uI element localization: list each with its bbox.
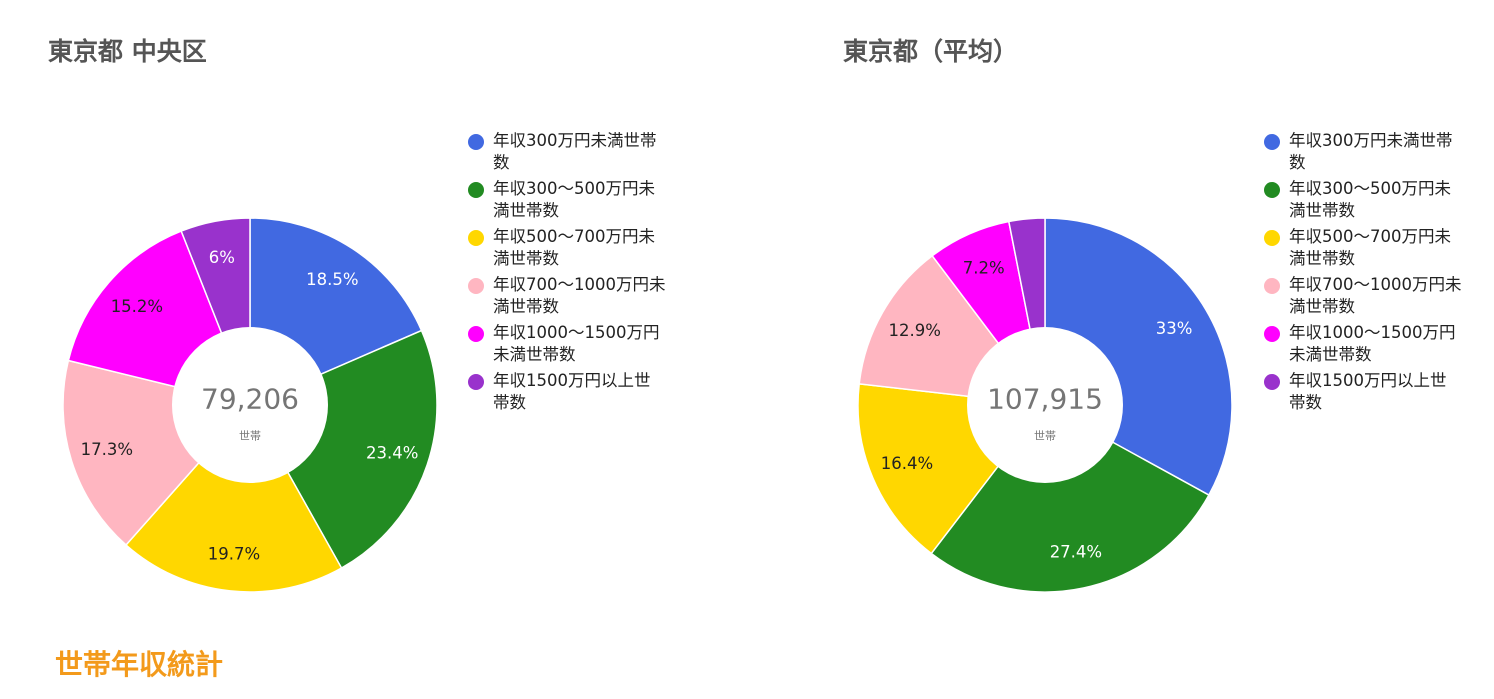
center-unit: 世帯 xyxy=(239,430,261,443)
legend-label: 年収300万円未満世帯 xyxy=(493,131,657,150)
slice-label-3: 16.4% xyxy=(881,454,933,473)
slice-label-4: 17.3% xyxy=(81,440,133,459)
legend-chuo: 年収300万円未満世帯数年収300～500万円未 満世帯数 年収500～700万円未… xyxy=(468,130,693,418)
donut-chart-tokyo-average: 33% 27.4% 16.4% 12.9% 7.2% 107,915 世帯 xyxy=(857,217,1233,593)
legend-swatch xyxy=(468,326,484,342)
chart-title-tokyo-average: 東京都（平均） xyxy=(843,37,1019,66)
legend-label-continued: 未満世帯数 xyxy=(1289,345,1372,364)
legend-item: 年収300万円未満世帯数 xyxy=(1264,130,1489,174)
legend-item: 年収300～500万円未 満世帯数 xyxy=(468,178,693,222)
slice-label-1: 33% xyxy=(1156,319,1193,338)
legend-swatch xyxy=(1264,182,1280,198)
legend-label-continued: 満世帯数 xyxy=(493,201,559,220)
legend-swatch xyxy=(1264,230,1280,246)
legend-swatch xyxy=(468,374,484,390)
legend-item: 年収700～1000万円未 満世帯数 xyxy=(468,274,693,318)
legend-swatch xyxy=(1264,374,1280,390)
legend-label: 年収300万円未満世帯 xyxy=(1289,131,1453,150)
legend-label: 年収1000～1500万円 xyxy=(1289,323,1456,342)
legend-tokyo-average: 年収300万円未満世帯数年収300～500万円未 満世帯数 年収500～700万円未… xyxy=(1264,130,1489,418)
slice-label-2: 23.4% xyxy=(366,443,418,462)
legend-item: 年収1000～1500万円 未満世帯数 xyxy=(1264,322,1489,366)
legend-swatch xyxy=(1264,134,1280,150)
legend-label: 年収1500万円以上世 xyxy=(1289,371,1447,390)
legend-label: 年収500～700万円未 xyxy=(493,227,655,246)
chart-title-chuo: 東京都 中央区 xyxy=(48,37,207,66)
legend-label-continued: 満世帯数 xyxy=(1289,297,1355,316)
legend-label: 年収300～500万円未 xyxy=(493,179,655,198)
legend-item: 年収1500万円以上世 帯数 xyxy=(468,370,693,414)
slice-label-5: 7.2% xyxy=(963,259,1005,278)
legend-item: 年収300～500万円未 満世帯数 xyxy=(1264,178,1489,222)
legend-swatch xyxy=(468,134,484,150)
legend-label-continued: 数 xyxy=(1289,153,1306,172)
legend-label-continued: 満世帯数 xyxy=(1289,249,1355,268)
legend-swatch xyxy=(1264,326,1280,342)
legend-label-continued: 帯数 xyxy=(493,393,526,412)
legend-label-continued: 満世帯数 xyxy=(493,297,559,316)
section-heading: 世帯年収統計 xyxy=(55,648,224,681)
legend-item: 年収300万円未満世帯数 xyxy=(468,130,693,174)
legend-label: 年収500～700万円未 xyxy=(1289,227,1451,246)
legend-label: 年収300～500万円未 xyxy=(1289,179,1451,198)
legend-item: 年収500～700万円未 満世帯数 xyxy=(468,226,693,270)
legend-label: 年収1500万円以上世 xyxy=(493,371,651,390)
center-unit: 世帯 xyxy=(1034,430,1056,443)
legend-item: 年収1500万円以上世 帯数 xyxy=(1264,370,1489,414)
slice-label-2: 27.4% xyxy=(1050,542,1102,561)
legend-label: 年収700～1000万円未 xyxy=(1289,275,1462,294)
legend-swatch xyxy=(468,230,484,246)
legend-label-continued: 未満世帯数 xyxy=(493,345,576,364)
legend-item: 年収1000～1500万円 未満世帯数 xyxy=(468,322,693,366)
slice-label-3: 19.7% xyxy=(208,545,260,564)
donut-hole xyxy=(967,327,1123,483)
legend-label: 年収1000～1500万円 xyxy=(493,323,660,342)
center-value: 107,915 xyxy=(987,383,1103,416)
legend-swatch xyxy=(468,182,484,198)
slice-2 xyxy=(930,404,1210,593)
legend-label-continued: 数 xyxy=(493,153,510,172)
legend-label-continued: 帯数 xyxy=(1289,393,1322,412)
legend-swatch xyxy=(468,278,484,294)
slice-label-5: 15.2% xyxy=(111,297,163,316)
legend-item: 年収700～1000万円未 満世帯数 xyxy=(1264,274,1489,318)
slice-label-4: 12.9% xyxy=(888,321,940,340)
legend-label-continued: 満世帯数 xyxy=(493,249,559,268)
slice-3 xyxy=(124,403,343,593)
slice-label-6: 6% xyxy=(209,248,235,267)
slice-label-1: 18.5% xyxy=(306,270,358,289)
legend-swatch xyxy=(1264,278,1280,294)
center-value: 79,206 xyxy=(201,383,299,416)
legend-item: 年収500～700万円未 満世帯数 xyxy=(1264,226,1489,270)
legend-label: 年収700～1000万円未 xyxy=(493,275,666,294)
donut-hole xyxy=(172,327,328,483)
legend-label-continued: 満世帯数 xyxy=(1289,201,1355,220)
donut-chart-chuo: 18.5% 23.4% 19.7% 17.3% 15.2% 6% 79,206 世帯 xyxy=(62,217,438,593)
